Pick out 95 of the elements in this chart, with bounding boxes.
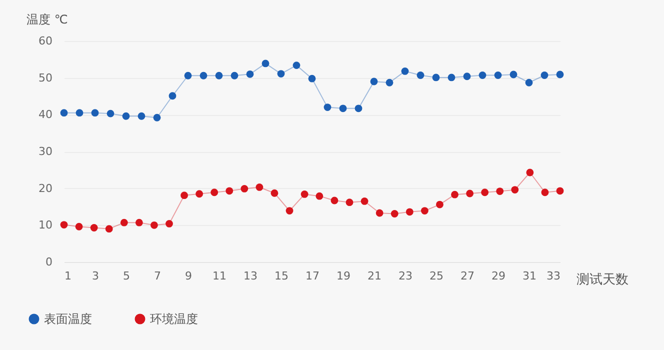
point [150, 221, 158, 229]
point [540, 72, 548, 79]
point [246, 70, 254, 78]
point [135, 218, 143, 226]
y-tick-label: 0 [46, 256, 52, 268]
legend-label: 表面温度 [44, 312, 92, 326]
point [308, 74, 316, 82]
point [270, 189, 278, 197]
point [386, 78, 394, 86]
point [436, 200, 444, 208]
point [525, 78, 533, 86]
x-tick-label: 19 [336, 270, 350, 282]
x-tick-label: 11 [212, 270, 226, 282]
point [210, 188, 218, 196]
point [496, 188, 504, 195]
point [180, 192, 188, 200]
x-tick-label: 7 [154, 270, 161, 282]
point [256, 184, 264, 191]
point [406, 208, 414, 216]
point [526, 168, 534, 176]
point [401, 68, 409, 75]
point [286, 207, 294, 214]
point [168, 92, 176, 100]
y-tick-label: 60 [38, 34, 52, 48]
point [556, 187, 564, 195]
x-tick-label: 25 [430, 270, 444, 282]
point [226, 187, 234, 195]
point [240, 185, 248, 192]
point [466, 190, 474, 198]
point [451, 190, 458, 198]
point [432, 74, 440, 82]
y-tick-label: 40 [38, 108, 52, 122]
point [494, 72, 502, 79]
point [153, 114, 161, 122]
point [60, 221, 68, 228]
x-tick-label: 5 [123, 270, 130, 282]
point [478, 72, 486, 79]
point [360, 198, 368, 205]
point [166, 220, 173, 228]
point [76, 109, 84, 117]
y-tick-label: 10 [38, 218, 52, 232]
point [200, 72, 208, 80]
point [541, 188, 549, 196]
x-tick-label: 29 [492, 270, 506, 282]
point [339, 104, 347, 112]
point [376, 209, 384, 217]
y-tick-label: 50 [38, 71, 52, 84]
x-tick-label: 33 [546, 270, 560, 282]
point [448, 74, 456, 82]
y-axis-title: 温度 ℃ [26, 12, 68, 26]
point [122, 112, 130, 120]
x-tick-label: 3 [92, 270, 99, 282]
point [138, 112, 146, 120]
point [184, 72, 192, 80]
point [91, 109, 99, 117]
point [196, 190, 204, 198]
point [316, 192, 324, 200]
point [346, 198, 354, 206]
point [354, 104, 362, 112]
point [90, 224, 98, 232]
x-tick-label: 31 [522, 270, 536, 282]
point [510, 70, 518, 78]
point [292, 62, 300, 70]
y-tick-label: 30 [38, 145, 52, 158]
point [390, 210, 398, 218]
x-tick-label: 21 [368, 270, 382, 282]
point [105, 225, 113, 233]
x-tick-label: 23 [398, 270, 412, 282]
x-tick-label: 13 [244, 270, 258, 282]
point [75, 222, 83, 230]
point [230, 72, 238, 80]
x-tick-label: 15 [274, 270, 288, 282]
point [60, 109, 68, 117]
x-tick-label: 27 [460, 270, 474, 282]
point [481, 188, 489, 196]
point [463, 72, 471, 80]
point [300, 190, 308, 198]
point [277, 70, 285, 78]
legend-label: 环境温度 [150, 312, 198, 326]
point [120, 218, 128, 226]
point [215, 72, 223, 80]
point [556, 70, 564, 78]
x-tick-label: 17 [306, 270, 320, 282]
x-tick-label: 9 [185, 270, 192, 282]
point [324, 104, 332, 111]
point [370, 78, 378, 86]
y-tick-label: 20 [38, 182, 52, 195]
x-tick-label: 1 [64, 270, 72, 282]
point [330, 196, 338, 204]
point [106, 110, 114, 118]
point [262, 60, 270, 68]
x-axis-title: 测试天数 [576, 272, 628, 288]
point [416, 72, 424, 79]
point [420, 207, 428, 214]
point [511, 186, 519, 194]
